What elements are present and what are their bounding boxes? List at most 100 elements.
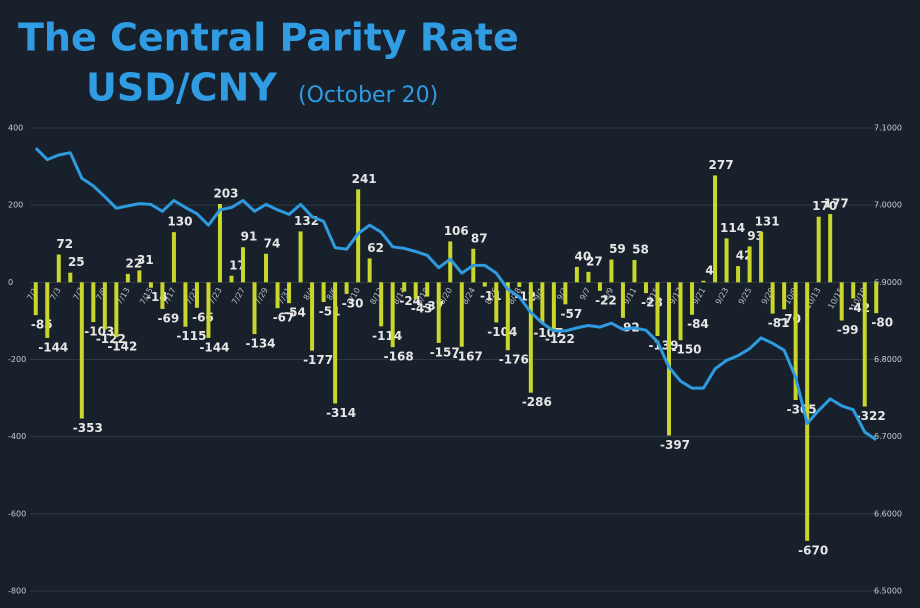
value-label: -122 xyxy=(545,332,575,346)
bar xyxy=(655,282,660,336)
bar xyxy=(171,232,176,283)
bar xyxy=(690,282,695,315)
y-tick-label: 200 xyxy=(8,201,23,210)
bar xyxy=(425,282,430,297)
bar xyxy=(494,282,499,323)
bar xyxy=(770,282,775,314)
value-label: -157 xyxy=(430,345,460,359)
value-label: -104 xyxy=(487,325,517,339)
value-label: -81 xyxy=(768,316,790,330)
bar xyxy=(333,282,338,404)
y-tick-label: -400 xyxy=(8,432,26,441)
bar xyxy=(540,282,545,324)
value-label: -115 xyxy=(176,329,206,343)
value-label: 27 xyxy=(586,254,603,268)
bar xyxy=(667,282,671,436)
value-label: 22 xyxy=(126,256,143,270)
value-label: -150 xyxy=(671,343,701,357)
value-label: -286 xyxy=(522,395,552,409)
value-label: -322 xyxy=(856,409,886,423)
value-label: -114 xyxy=(372,329,402,343)
bar xyxy=(241,247,245,283)
bar xyxy=(586,271,591,283)
value-label: -80 xyxy=(871,316,893,330)
bar xyxy=(379,282,384,327)
bar xyxy=(632,259,637,283)
bar xyxy=(275,282,280,309)
bar xyxy=(390,282,395,348)
value-label: -168 xyxy=(384,350,414,364)
value-label: -54 xyxy=(284,306,306,320)
y2-tick-label: 7.1000 xyxy=(874,124,902,133)
bar xyxy=(713,175,718,283)
value-label: -67 xyxy=(273,311,295,325)
bar xyxy=(68,272,73,283)
value-label: 40 xyxy=(575,249,592,263)
bar xyxy=(459,282,464,347)
value-label: -11 xyxy=(480,289,502,303)
value-label: -167 xyxy=(453,349,483,363)
y-tick-label: -800 xyxy=(8,587,26,596)
value-label: 131 xyxy=(755,214,780,228)
value-label: 25 xyxy=(68,255,85,269)
value-label: -670 xyxy=(798,543,828,557)
bar xyxy=(793,282,798,401)
bar xyxy=(413,282,418,299)
bar xyxy=(33,282,38,316)
value-label: 241 xyxy=(352,172,377,186)
bar xyxy=(206,282,211,338)
bar xyxy=(45,282,50,338)
value-label: 106 xyxy=(444,224,469,238)
bar xyxy=(839,282,844,321)
value-label: 177 xyxy=(824,197,849,211)
value-label: 91 xyxy=(241,230,258,244)
bar xyxy=(344,282,349,294)
bar xyxy=(125,273,130,283)
bar xyxy=(321,282,326,303)
bar xyxy=(217,204,222,283)
value-label: 203 xyxy=(213,187,238,201)
value-label: 4 xyxy=(705,263,713,277)
value-label: 170 xyxy=(812,199,837,213)
value-label: 58 xyxy=(632,242,649,256)
bar xyxy=(874,282,879,314)
bar xyxy=(643,282,648,294)
bar xyxy=(816,216,821,283)
value-label: -397 xyxy=(660,438,690,452)
bar xyxy=(287,282,292,304)
value-label: -144 xyxy=(38,340,68,354)
bar xyxy=(736,266,741,283)
y-tick-label: 0 xyxy=(8,278,13,287)
bar xyxy=(79,282,84,419)
bar xyxy=(310,282,315,351)
value-label: -144 xyxy=(199,340,229,354)
value-label: 72 xyxy=(56,237,73,251)
y2-tick-label: 6.5000 xyxy=(874,587,902,596)
value-label: -22 xyxy=(595,293,617,307)
bar xyxy=(436,282,441,343)
y2-tick-label: 6.7000 xyxy=(874,432,902,441)
chart-subtitle: USD/CNY xyxy=(86,66,277,110)
bar xyxy=(298,231,303,283)
value-label: -28 xyxy=(641,296,663,310)
bar xyxy=(851,282,856,299)
value-label: -142 xyxy=(107,340,137,354)
value-label: 114 xyxy=(720,221,745,235)
bar xyxy=(448,241,453,283)
value-label: 130 xyxy=(167,215,192,229)
bar xyxy=(782,282,787,310)
bar xyxy=(183,282,188,327)
value-label: 74 xyxy=(264,236,281,250)
bar xyxy=(56,254,61,283)
y2-tick-label: 7.0000 xyxy=(874,201,902,210)
bar xyxy=(574,266,579,283)
value-label: -314 xyxy=(326,406,356,420)
bar xyxy=(517,282,522,287)
bar xyxy=(229,275,234,283)
bar xyxy=(505,282,510,351)
bar xyxy=(148,282,153,288)
bar xyxy=(862,282,867,407)
bar xyxy=(805,282,810,541)
bar xyxy=(620,282,625,318)
value-label: -353 xyxy=(73,421,103,435)
